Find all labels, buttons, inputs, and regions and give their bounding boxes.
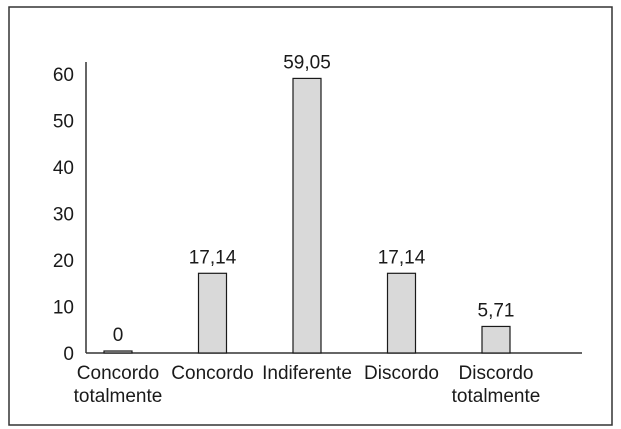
category-label-line: totalmente [74,386,163,407]
bar [481,325,511,354]
y-tick-label: 30 [53,205,74,226]
bar [103,350,133,354]
data-label: 5,71 [478,300,515,321]
category-label: Discordo totalmente [452,363,541,407]
category-label-line: Indiferente [262,363,352,384]
data-label: 17,14 [378,247,426,268]
bar [197,272,228,354]
category-label-line: Discordo [459,363,534,384]
y-tick-label: 40 [53,158,74,179]
data-label: 0 [113,325,124,346]
category-label: Indiferente [262,363,352,384]
y-tick-label: 60 [53,65,74,86]
bar [292,77,322,354]
y-tick-label: 50 [53,112,74,133]
category-label-line: Concordo [171,363,253,384]
category-label-line: Discordo [364,363,439,384]
category-label-line: totalmente [452,386,541,407]
category-label-line: Concordo [77,363,159,384]
data-label: 17,14 [189,247,237,268]
y-tick-label: 10 [53,298,74,319]
y-tick-label: 0 [63,344,74,365]
y-axis: 0 10 20 30 40 50 60 [53,62,87,365]
data-labels: 0 17,14 59,05 17,14 5,71 [113,52,515,346]
data-label: 59,05 [283,52,331,73]
y-tick-label: 20 [53,251,74,272]
bar [386,272,417,354]
category-label: Discordo [364,363,439,384]
category-label: Concordo [171,363,253,384]
bar-series [103,77,511,354]
category-label: Concordo totalmente [74,363,163,407]
